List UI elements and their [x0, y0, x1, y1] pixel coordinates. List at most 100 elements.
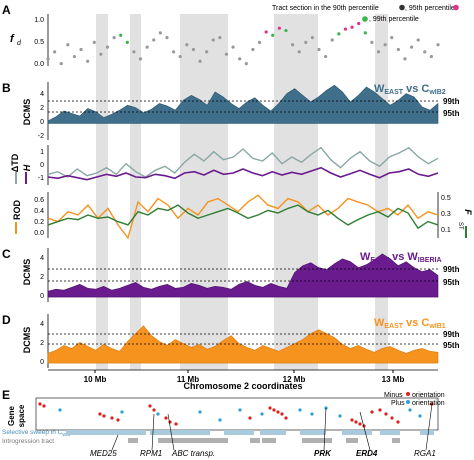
x-axis-title: Chromosome 2 coordinates [183, 381, 302, 391]
gene-marker-32 [370, 410, 374, 414]
gene-marker-9 [152, 408, 156, 412]
panel-b-p99: 99th [443, 97, 460, 106]
gene-marker-38 [418, 414, 422, 418]
gene-marker-19 [268, 406, 272, 410]
gene-marker-15 [218, 418, 222, 422]
panel-rod-ylabel: ROD [12, 200, 22, 221]
panel-c-ytick-2: 4 [40, 255, 44, 262]
fd-point-31 [251, 47, 255, 52]
x-tick-label-2: 12 Mb [283, 375, 306, 384]
gene-pointer-rpm1 [151, 413, 155, 451]
sweep-tract-6 [342, 430, 372, 435]
panel-td-ylabel-1: ΔTD [10, 153, 20, 172]
panel-td-line [47, 146, 439, 178]
panel-rod: ROD 0.0 0.2 0.4 0.6 0.1 0.3 0.5 F ST [12, 192, 473, 240]
minus-orientation-label: orientation [412, 392, 445, 399]
x-axis: 10 Mb 11 Mb 12 Mb 13 Mb Chromosome 2 coo… [48, 369, 438, 391]
sweep-tract-1 [98, 430, 132, 435]
introgression-tract-6 [392, 438, 400, 443]
panel-td-ylabel-2: H [22, 164, 32, 171]
gene-label-rpm1: RPM1 [140, 449, 162, 458]
gene-markers [38, 402, 434, 428]
fd-point-2 [59, 62, 63, 66]
panel-rod-y2tick-2: 0.5 [441, 195, 451, 202]
gene-marker-27 [338, 414, 342, 418]
gene-marker-23 [284, 416, 288, 420]
fd-point-40 [310, 36, 315, 40]
fd-point-30 [244, 62, 248, 66]
fd-point-0 [46, 57, 50, 61]
panel-d-ytick-1: 2 [40, 340, 44, 347]
gene-marker-13 [174, 422, 178, 426]
panel-d-area [47, 325, 439, 364]
fd-point-6 [86, 59, 90, 63]
panel-c-label: C [2, 247, 11, 261]
panel-b-ytick-2: 2 [40, 105, 44, 112]
fd-point-15 [145, 45, 149, 49]
panel-b: B DCMS -2 0 2 4 99th 95th WEAST vs CwIB2 [2, 81, 460, 140]
gene-marker-5 [110, 416, 114, 420]
fd-point-54 [403, 57, 407, 61]
gene-marker-35 [390, 416, 394, 420]
sweep-tract-8 [420, 430, 434, 435]
introgression-tract-1 [158, 438, 228, 443]
gene-marker-0 [38, 402, 42, 406]
x-tick-label-3: 13 Mb [382, 375, 405, 384]
introgression-tract-2 [250, 438, 260, 443]
fd-point-7 [92, 40, 96, 44]
fd-point-48 [363, 31, 367, 35]
fd-point-9 [105, 45, 110, 49]
panel-e-ylabel-2: space [17, 404, 26, 427]
introgression-tract-0 [128, 438, 138, 443]
panel-a-ytick-0: 0.0 [34, 61, 44, 68]
fd-point-21 [185, 43, 189, 47]
x-tick-label-0: 10 Mb [84, 375, 107, 384]
minus-legend-dot [406, 392, 410, 396]
panel-d-title: WEAST vs CwIB1 [374, 317, 446, 330]
plus-label: Plus [391, 400, 405, 407]
highlight-bands [96, 14, 388, 370]
sweep-tract-3 [224, 430, 254, 435]
fd-point-59 [436, 43, 440, 47]
fd-point-51 [383, 43, 387, 47]
fd-point-56 [416, 38, 420, 42]
panel-a-points [46, 21, 440, 66]
gene-marker-10 [156, 412, 160, 416]
fd-point-53 [396, 47, 400, 52]
fd-point-43 [330, 38, 334, 42]
gene-marker-16 [238, 408, 242, 412]
panel-c-ytick-0: 0 [40, 293, 44, 300]
gene-marker-17 [248, 416, 252, 420]
gene-label-med25: MED25 [90, 449, 117, 458]
panel-b-title: WEAST vs CwIB2 [374, 83, 446, 96]
fd-point-5 [79, 47, 83, 52]
plus-orientation-label: orientation [412, 400, 445, 407]
panel-d-ytick-0: 0 [40, 359, 44, 366]
panel-td: ΔTD H -1 0 1 [10, 145, 439, 185]
fd-point-20 [178, 54, 182, 59]
panel-b-ytick-1: 0 [40, 119, 44, 126]
sweep-tract-4 [260, 430, 286, 435]
gene-label-prk: PRK [314, 449, 332, 458]
panel-d-label: D [2, 313, 11, 327]
panel-a-legend-text-1: Tract section in the 90th percentile [272, 5, 379, 12]
gene-marker-2 [58, 408, 62, 412]
gene-label-rga1: RGA1 [414, 449, 436, 458]
gene-pointer-rga1 [425, 403, 433, 451]
fd-point-12 [125, 40, 129, 44]
panel-d: D DCMS 0 2 4 99th 95th WEAST vs CwIB1 [2, 313, 460, 368]
panel-rod-ytick-2: 0.4 [34, 208, 44, 215]
introgression-tract-4 [302, 438, 332, 443]
legend-dot-95 [362, 16, 368, 22]
fd-point-4 [72, 54, 77, 59]
gene-pointer-abc [167, 413, 175, 451]
panel-td-ytick-0: -1 [38, 175, 44, 182]
fd-point-35 [277, 26, 281, 30]
plus-legend-dot [406, 400, 410, 404]
fd-point-10 [112, 36, 116, 40]
panel-b-ytick-3: 4 [40, 91, 44, 98]
gene-pointer-erd4 [359, 411, 371, 451]
gene-marker-30 [358, 422, 362, 426]
fd-point-50 [376, 50, 381, 54]
